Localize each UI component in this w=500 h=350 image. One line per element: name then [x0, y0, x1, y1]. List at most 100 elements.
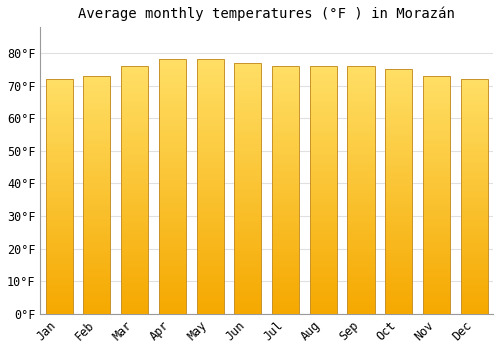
- Bar: [272, 106, 299, 109]
- Bar: [348, 236, 374, 239]
- Bar: [385, 88, 412, 91]
- Bar: [234, 119, 262, 122]
- Bar: [460, 287, 488, 290]
- Bar: [348, 255, 374, 258]
- Bar: [310, 82, 337, 85]
- Bar: [385, 259, 412, 262]
- Bar: [348, 100, 374, 103]
- Bar: [310, 271, 337, 274]
- Bar: [46, 85, 73, 88]
- Bar: [196, 276, 224, 279]
- Bar: [310, 230, 337, 233]
- Bar: [196, 66, 224, 69]
- Bar: [423, 120, 450, 123]
- Bar: [121, 109, 148, 112]
- Bar: [423, 126, 450, 129]
- Bar: [159, 301, 186, 304]
- Bar: [234, 298, 262, 301]
- Bar: [159, 120, 186, 123]
- Bar: [460, 123, 488, 126]
- Bar: [46, 126, 73, 129]
- Bar: [159, 234, 186, 238]
- Bar: [423, 311, 450, 314]
- Bar: [159, 263, 186, 266]
- Bar: [159, 288, 186, 292]
- Bar: [310, 125, 337, 128]
- Bar: [385, 186, 412, 189]
- Bar: [348, 149, 374, 153]
- Bar: [159, 101, 186, 104]
- Bar: [385, 295, 412, 299]
- Bar: [121, 75, 148, 78]
- Bar: [121, 246, 148, 249]
- Bar: [460, 205, 488, 208]
- Bar: [84, 299, 110, 302]
- Bar: [385, 213, 412, 216]
- Bar: [84, 228, 110, 231]
- Bar: [84, 233, 110, 237]
- Bar: [272, 82, 299, 85]
- Bar: [272, 72, 299, 75]
- Bar: [46, 176, 73, 179]
- Bar: [423, 219, 450, 222]
- Bar: [159, 212, 186, 215]
- Bar: [46, 114, 73, 117]
- Bar: [159, 63, 186, 66]
- Bar: [310, 106, 337, 109]
- Bar: [196, 91, 224, 95]
- Bar: [385, 109, 412, 112]
- Bar: [423, 85, 450, 88]
- Bar: [310, 221, 337, 224]
- Bar: [84, 76, 110, 79]
- Bar: [46, 302, 73, 305]
- Bar: [310, 286, 337, 289]
- Bar: [84, 195, 110, 198]
- Bar: [46, 158, 73, 161]
- Bar: [460, 164, 488, 167]
- Bar: [196, 218, 224, 222]
- Bar: [84, 222, 110, 225]
- Bar: [385, 244, 412, 247]
- Bar: [310, 137, 337, 140]
- Bar: [460, 311, 488, 314]
- Bar: [460, 264, 488, 267]
- Bar: [84, 135, 110, 138]
- Bar: [121, 276, 148, 280]
- Bar: [84, 237, 110, 239]
- Bar: [84, 156, 110, 159]
- Bar: [46, 220, 73, 223]
- Bar: [159, 279, 186, 282]
- Bar: [159, 215, 186, 218]
- Bar: [196, 155, 224, 158]
- Bar: [310, 205, 337, 209]
- Bar: [46, 179, 73, 182]
- Bar: [46, 120, 73, 123]
- Bar: [234, 217, 262, 220]
- Bar: [272, 165, 299, 168]
- Bar: [423, 275, 450, 278]
- Bar: [196, 145, 224, 148]
- Bar: [272, 239, 299, 243]
- Bar: [84, 180, 110, 183]
- Bar: [385, 283, 412, 286]
- Bar: [460, 173, 488, 176]
- Bar: [310, 224, 337, 227]
- Bar: [385, 164, 412, 167]
- Bar: [121, 298, 148, 301]
- Bar: [121, 69, 148, 72]
- Bar: [234, 308, 262, 311]
- Bar: [423, 260, 450, 263]
- Bar: [348, 131, 374, 134]
- Bar: [272, 227, 299, 230]
- Bar: [159, 104, 186, 107]
- Bar: [84, 287, 110, 290]
- Bar: [460, 103, 488, 105]
- Bar: [348, 190, 374, 193]
- Bar: [423, 180, 450, 183]
- Bar: [84, 123, 110, 126]
- Bar: [272, 267, 299, 271]
- Bar: [310, 66, 337, 69]
- Bar: [234, 207, 262, 210]
- Bar: [46, 94, 73, 97]
- Bar: [234, 292, 262, 295]
